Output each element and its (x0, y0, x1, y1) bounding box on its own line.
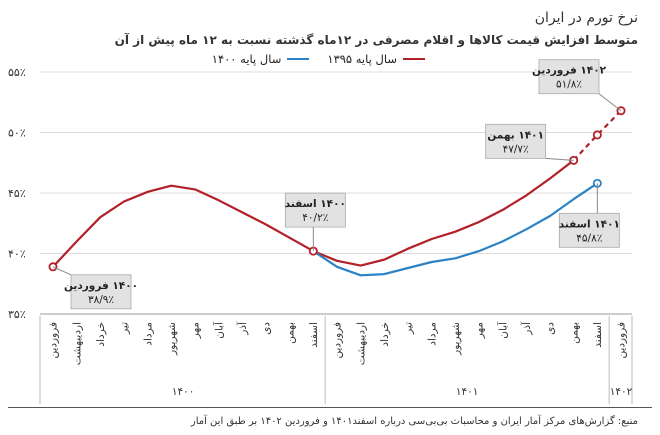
x-tick-label: فروردین (48, 322, 60, 359)
legend-label-base-1400: سال پایه ۱۴۰۰ (211, 52, 282, 66)
x-tick-label: آذر (236, 321, 249, 336)
x-tick-label: تیر (403, 322, 415, 335)
callout-leader (52, 266, 72, 276)
callout-label: ۱۴۰۱ بهمن (487, 129, 544, 141)
x-tick-label: فروردین (616, 322, 628, 359)
x-tick-label: شهریور (450, 322, 462, 356)
callout-box (485, 123, 547, 159)
callout-value: ۴۵/۸٪ (576, 232, 602, 244)
legend-swatch-red (403, 57, 425, 61)
source-note: منبع: گزارش‌های مرکز آمار ایران و محاسبا… (190, 416, 638, 427)
callout-value: ۴۷/۷٪ (503, 143, 529, 155)
legend-label-base-1395: سال پایه ۱۳۹۵ (327, 52, 397, 66)
callout-leader (598, 93, 622, 112)
callout-label: ۱۴۰۱ اسفند (559, 218, 620, 230)
callout-label: ۱۴۰۲ فروردین (532, 65, 607, 77)
x-tick-label: دی (545, 322, 557, 335)
x-tick-label: مرداد (426, 322, 438, 346)
x-tick-label: اردیبهشت (71, 322, 83, 365)
callout-value: ۳۸/۹٪ (88, 294, 114, 306)
source-divider (8, 407, 652, 408)
x-tick-label: شهریور (166, 322, 178, 356)
year-group-label: ۱۴۰۰ (172, 386, 195, 398)
x-tick-label: اسفند (308, 322, 320, 348)
chart-subtitle: متوسط افزایش قیمت کالاها و اقلام مصرفی د… (114, 33, 638, 47)
y-tick-label: ۴۵٪ (8, 187, 26, 200)
x-tick-label: آذر (520, 321, 533, 336)
x-tick-label: اسفند (592, 322, 604, 348)
year-group-label: ۱۴۰۱ (456, 386, 479, 398)
x-tick-label: آبان (212, 321, 225, 339)
y-tick-label: ۵۵٪ (8, 66, 26, 79)
callout-box (558, 212, 620, 248)
y-tick-label: ۵۰٪ (8, 127, 26, 140)
legend-item-base-1395: سال پایه ۱۳۹۵ (327, 52, 425, 66)
data-point-marker (592, 130, 602, 140)
x-tick-label: فروردین (332, 322, 344, 359)
callout-box (70, 274, 132, 310)
x-tick-label: اردیبهشت (355, 322, 367, 365)
callout-label: ۱۴۰۰ اسفند (285, 198, 346, 210)
legend: سال پایه ۱۳۹۵ سال پایه ۱۴۰۰ (212, 52, 425, 66)
y-tick-label: ۴۰٪ (8, 248, 26, 261)
x-tick-label: بهمن (568, 322, 580, 344)
x-tick-label: مهر (190, 322, 202, 339)
series-line-1 (312, 182, 598, 277)
callout-value: ۴۰/۲٪ (302, 212, 328, 224)
x-tick-label: بهمن (284, 322, 296, 344)
x-tick-label: آبان (496, 321, 509, 339)
year-group-label: ۱۴۰۲ (610, 386, 633, 398)
callout-value: ۵۱/۸٪ (556, 79, 582, 91)
y-tick-label: ۳۵٪ (8, 308, 26, 321)
series-line-dashed-0 (572, 109, 622, 162)
callout-leader (545, 157, 574, 161)
callout-label: ۱۴۰۰ فروردین (64, 280, 138, 292)
x-tick-label: مرداد (142, 322, 154, 346)
x-tick-label: دی (261, 322, 273, 335)
x-tick-label: مهر (474, 322, 486, 339)
chart-title: نرخ تورم در ایران (534, 10, 638, 26)
legend-swatch-blue (287, 57, 310, 61)
legend-item-base-1400: سال پایه ۱۴۰۰ (212, 52, 310, 66)
x-tick-label: خرداد (95, 322, 107, 347)
x-tick-label: خرداد (379, 322, 391, 347)
callout-box (284, 192, 346, 228)
x-tick-label: تیر (119, 322, 131, 335)
callout-box (538, 59, 600, 95)
